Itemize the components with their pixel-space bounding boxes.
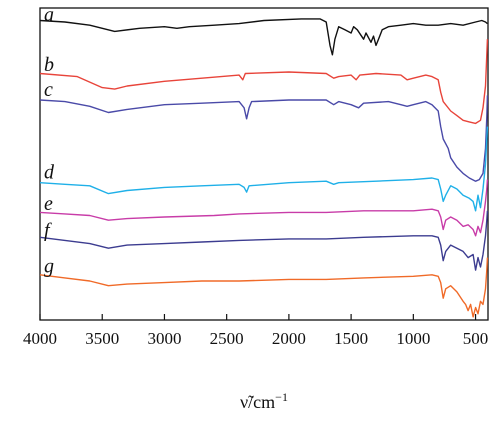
- x-tick-label: 4000: [23, 329, 57, 348]
- plot-frame: [39, 7, 489, 321]
- x-tick-label: 2500: [210, 329, 244, 348]
- series-line-d: [39, 126, 489, 212]
- x-axis-label-sup: −1: [275, 390, 288, 404]
- series-line-e: [39, 179, 489, 237]
- series-label-f: f: [44, 219, 52, 241]
- x-tick-label: 2000: [272, 329, 306, 348]
- x-tick-label: 1500: [334, 329, 368, 348]
- series-line-f: [39, 210, 489, 271]
- series-label-g: g: [44, 255, 54, 277]
- series-label-b: b: [44, 54, 54, 76]
- series-label-c: c: [44, 79, 53, 101]
- x-tick-label: 3500: [85, 329, 119, 348]
- series-line-b: [39, 39, 489, 125]
- series-label-a: a: [44, 4, 54, 26]
- x-tick-label: 3000: [147, 329, 181, 348]
- x-tick-label: 500: [463, 329, 489, 348]
- x-tick-label: 1000: [396, 329, 430, 348]
- series-line-c: [39, 95, 489, 182]
- series-label-e: e: [44, 193, 53, 215]
- series-layer: [39, 18, 489, 318]
- series-line-a: [39, 18, 488, 56]
- x-axis-ticks: 4000 3500 3000 2500 2000 1500 1000 500: [23, 314, 488, 348]
- series-label-d: d: [44, 162, 55, 184]
- series-line-g: [39, 257, 489, 318]
- x-axis-label-text: ν̃/cm: [240, 392, 275, 412]
- x-axis-label: ν̃/cm−1: [240, 390, 288, 412]
